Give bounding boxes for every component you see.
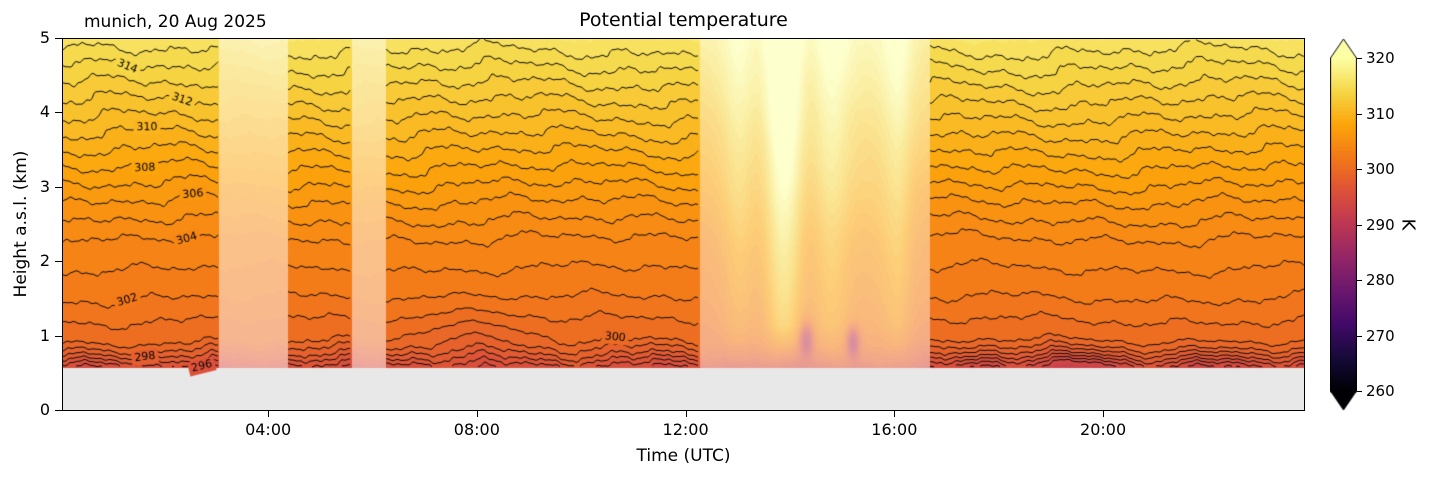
y-tick-label: 3 <box>39 176 50 196</box>
y-tick-mark <box>55 261 62 263</box>
x-tick-label: 12:00 <box>662 420 709 439</box>
x-tick-label: 16:00 <box>871 420 918 439</box>
colorbar-tick-label: 300 <box>1366 160 1395 178</box>
colorbar-tick-mark <box>1357 280 1362 281</box>
y-tick-label: 4 <box>39 102 50 122</box>
x-tick-mark <box>685 411 687 417</box>
x-axis-label: Time (UTC) <box>636 446 731 466</box>
colorbar-tick-label: 320 <box>1366 49 1395 67</box>
y-tick-mark <box>55 112 62 114</box>
y-tick-label: 2 <box>39 251 50 271</box>
colorbar-unit-label: K <box>1397 218 1419 231</box>
y-tick-label: 1 <box>39 325 50 345</box>
y-tick-mark <box>55 410 62 411</box>
colorbar-tick-label: 310 <box>1366 104 1395 123</box>
x-tick-mark <box>476 411 478 417</box>
contour-plot-canvas <box>62 38 1305 411</box>
x-tick-mark <box>894 411 896 417</box>
colorbar-tick-label: 290 <box>1366 215 1395 234</box>
y-tick-label: 5 <box>39 28 50 47</box>
x-tick-mark <box>268 411 270 417</box>
colorbar-tick-mark <box>1357 113 1362 115</box>
y-tick-mark <box>55 186 62 188</box>
x-tick-mark <box>1103 411 1105 417</box>
x-tick-label: 04:00 <box>245 420 292 439</box>
colorbar-tick-mark <box>1357 58 1362 59</box>
site-date-label: munich, 20 Aug 2025 <box>84 12 267 32</box>
colorbar-tick-label: 260 <box>1366 382 1395 400</box>
colorbar-tick-mark <box>1357 169 1362 170</box>
figure-title: Potential temperature <box>579 9 788 31</box>
x-tick-label: 20:00 <box>1080 420 1127 439</box>
y-tick-mark <box>55 335 62 337</box>
colorbar-tick-mark <box>1357 224 1362 226</box>
colorbar-tick-label: 270 <box>1366 326 1395 345</box>
colorbar-tick-mark <box>1357 391 1362 392</box>
colorbar-tick-label: 280 <box>1366 271 1395 289</box>
y-tick-label: 0 <box>39 400 50 419</box>
x-tick-label: 08:00 <box>453 420 500 439</box>
y-tick-mark <box>55 38 62 39</box>
y-axis-label: Height a.s.l. (km) <box>11 150 31 298</box>
colorbar <box>1330 38 1357 411</box>
colorbar-tick-mark <box>1357 335 1362 337</box>
